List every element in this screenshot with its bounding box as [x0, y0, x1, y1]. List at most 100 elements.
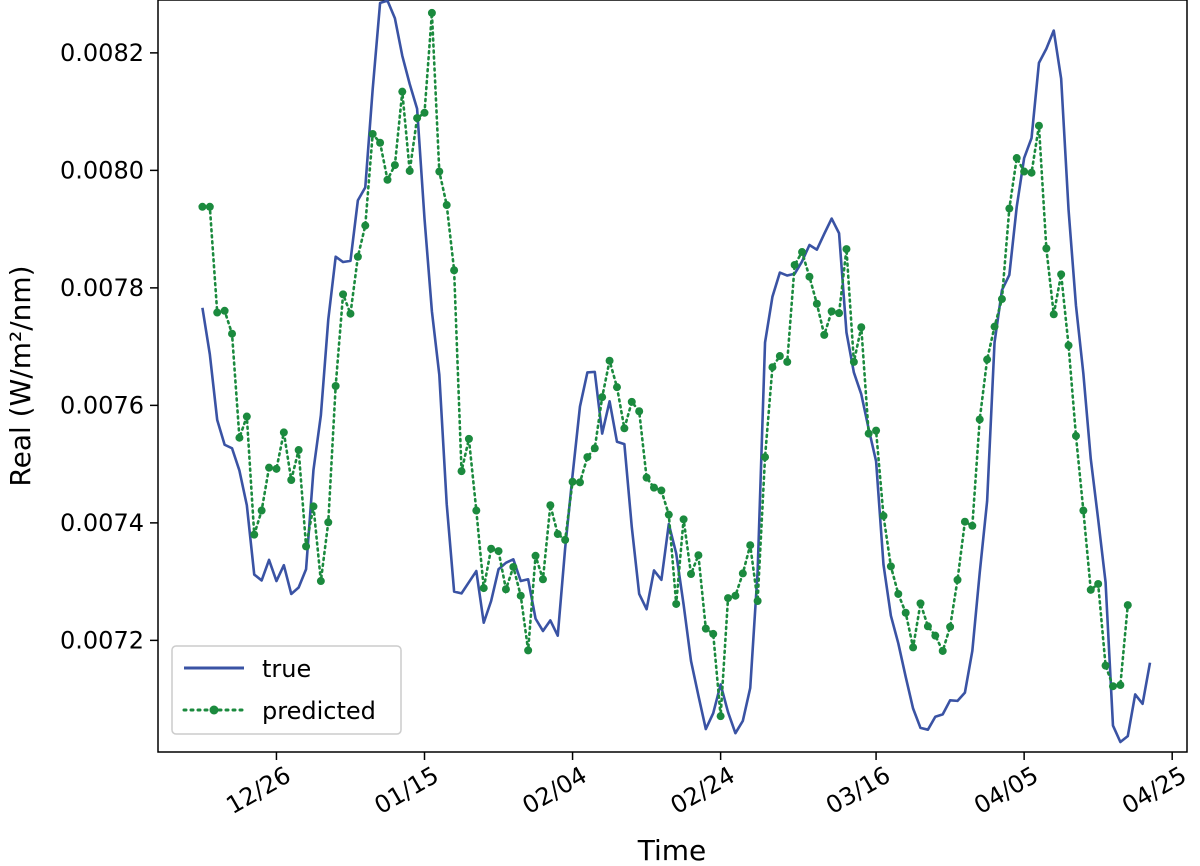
- data-point-predicted: [968, 521, 977, 530]
- legend-predicted-label: predicted: [262, 697, 376, 725]
- data-point-predicted: [368, 129, 377, 138]
- y-axis-ticks: 0.0072 0.0074 0.0076 0.0078 0.0080 0.0082: [60, 39, 158, 654]
- data-point-predicted: [879, 511, 888, 520]
- y-tick-label: 0.0080: [60, 156, 144, 184]
- data-point-predicted: [694, 551, 703, 560]
- data-point-predicted: [472, 506, 481, 515]
- series-line-predicted: [201, 12, 1130, 717]
- data-point-predicted: [835, 309, 844, 318]
- legend-predicted-marker: [209, 705, 219, 715]
- data-point-predicted: [390, 161, 399, 170]
- data-point-predicted: [464, 434, 473, 443]
- data-point-predicted: [583, 453, 592, 462]
- x-tick-label: 02/24: [666, 761, 740, 820]
- data-point-predicted: [709, 629, 718, 638]
- data-point-predicted: [442, 201, 451, 210]
- data-point-predicted: [316, 577, 325, 586]
- data-point-predicted: [849, 357, 858, 366]
- data-point-predicted: [687, 569, 696, 578]
- y-tick-label: 0.0078: [60, 274, 144, 302]
- data-point-predicted: [257, 506, 266, 515]
- data-point-predicted: [649, 483, 658, 492]
- data-point-predicted: [746, 541, 755, 550]
- data-point-predicted: [753, 597, 762, 606]
- data-point-predicted: [901, 608, 910, 617]
- data-point-predicted: [531, 551, 540, 560]
- data-point-predicted: [198, 202, 207, 211]
- data-point-predicted: [302, 542, 311, 551]
- data-point-predicted: [605, 356, 614, 365]
- y-tick-label: 0.0082: [60, 39, 144, 67]
- data-point-predicted: [501, 585, 510, 594]
- data-point-predicted: [1086, 585, 1095, 594]
- legend-true-label: true: [262, 655, 311, 683]
- data-point-predicted: [272, 464, 281, 473]
- data-point-predicted: [1071, 431, 1080, 440]
- data-point-predicted: [1123, 601, 1132, 610]
- data-point-predicted: [612, 383, 621, 392]
- data-point-predicted: [886, 562, 895, 571]
- data-point-predicted: [798, 248, 807, 257]
- data-point-predicted: [235, 433, 244, 442]
- legend: true predicted: [171, 645, 402, 735]
- data-point-predicted: [716, 712, 725, 721]
- data-point-predicted: [331, 381, 340, 390]
- data-point-predicted: [916, 599, 925, 608]
- data-point-predicted: [938, 646, 947, 655]
- data-point-predicted: [790, 260, 799, 269]
- data-point-predicted: [1064, 341, 1073, 350]
- x-axis-title: Time: [637, 834, 707, 866]
- data-point-predicted: [420, 108, 429, 117]
- data-point-predicted: [627, 397, 636, 406]
- plot-frame: [157, 0, 1188, 753]
- data-point-predicted: [990, 322, 999, 331]
- data-point-predicted: [309, 502, 318, 511]
- x-tick-label: 02/04: [518, 761, 592, 820]
- data-point-predicted: [561, 535, 570, 544]
- data-point-predicted: [213, 308, 222, 317]
- data-point-predicted: [857, 323, 866, 332]
- data-point-predicted: [590, 444, 599, 453]
- data-point-predicted: [983, 355, 992, 364]
- data-point-predicted: [761, 453, 770, 462]
- data-point-predicted: [546, 501, 555, 510]
- data-point-predicted: [376, 138, 385, 147]
- data-point-predicted: [205, 202, 214, 211]
- data-point-predicted: [960, 517, 969, 526]
- data-point-predicted: [524, 646, 533, 655]
- data-point-predicted: [1005, 204, 1014, 213]
- data-point-predicted: [1094, 579, 1103, 588]
- data-point-predicted: [494, 547, 503, 556]
- data-point-predicted: [361, 221, 370, 230]
- data-point-predicted: [516, 591, 525, 600]
- data-point-predicted: [931, 631, 940, 640]
- y-tick-label: 0.0076: [60, 391, 144, 419]
- data-point-predicted: [250, 530, 259, 539]
- data-point-predicted: [398, 87, 407, 96]
- data-point-predicted: [479, 584, 488, 593]
- data-point-predicted: [487, 544, 496, 553]
- data-point-predicted: [827, 307, 836, 316]
- data-point-predicted: [1108, 682, 1117, 691]
- data-point-predicted: [975, 415, 984, 424]
- data-point-predicted: [724, 594, 733, 603]
- data-point-predicted: [1020, 167, 1029, 176]
- data-point-predicted: [642, 473, 651, 482]
- data-point-predicted: [872, 426, 881, 435]
- data-point-predicted: [775, 352, 784, 361]
- data-point-predicted: [228, 329, 237, 338]
- data-point-predicted: [1116, 681, 1125, 690]
- y-tick-label: 0.0074: [60, 509, 144, 537]
- data-point-predicted: [664, 510, 673, 519]
- data-point-predicted: [1101, 661, 1110, 670]
- data-point-predicted: [568, 477, 577, 486]
- data-point-predicted: [820, 330, 829, 339]
- data-point-predicted: [598, 393, 607, 402]
- data-point-predicted: [842, 245, 851, 254]
- data-point-predicted: [457, 467, 466, 476]
- data-point-predicted: [657, 486, 666, 495]
- data-point-predicted: [265, 463, 274, 472]
- data-point-predicted: [427, 8, 436, 17]
- y-axis-title: Real (W/m²/nm): [4, 265, 37, 486]
